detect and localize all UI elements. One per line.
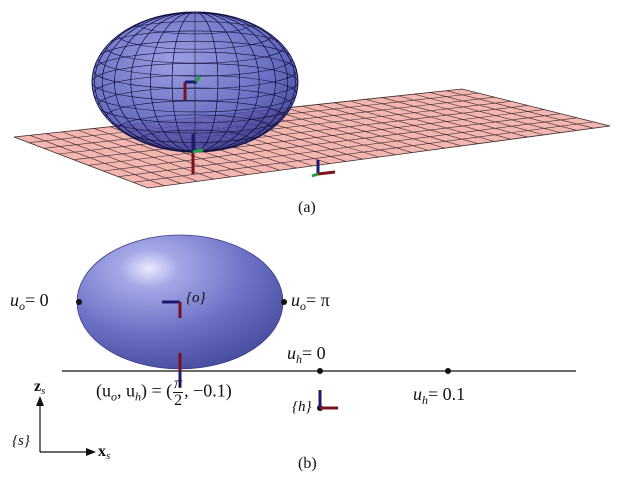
label-uo-0: uo= 0	[10, 290, 49, 313]
ellipsoid-latitude	[92, 63, 298, 101]
plane-grid-line	[301, 105, 446, 149]
label-uh-01: uh= 0.1	[413, 384, 466, 407]
world-axes	[36, 396, 96, 456]
plane-grid-line	[77, 129, 215, 180]
frame-h-3d	[311, 160, 336, 178]
label-uo-pi: uo= π	[291, 290, 330, 313]
frame-h	[318, 390, 338, 410]
plane-grid-line	[269, 109, 413, 153]
plane-grid-line	[333, 102, 479, 145]
ellipsoid-meridian	[150, 12, 240, 152]
ellipsoid-meridian	[114, 12, 276, 152]
plane-grid-line	[133, 121, 594, 183]
ellipsoid-latitude	[97, 87, 293, 124]
ellipsoid-meridian	[94, 12, 296, 152]
point-uo-pi	[281, 299, 287, 305]
plane-grid-line	[317, 104, 462, 147]
point-uh-01	[445, 368, 451, 374]
caption-b: (b)	[298, 455, 317, 472]
plane-grid-line	[103, 113, 561, 172]
axis-x-label: xs	[98, 443, 111, 462]
ellipsoid-latitude	[105, 100, 285, 134]
point-uo-0	[76, 299, 82, 305]
plane-grid-line	[397, 95, 545, 136]
plane-grid-line	[61, 131, 198, 182]
plane-grid-line	[58, 101, 512, 155]
plane-grid-line	[118, 117, 578, 177]
frame-contact-3d	[191, 134, 204, 174]
frame-o	[162, 300, 182, 318]
plane-grid-line	[73, 105, 528, 160]
caption-a: (a)	[298, 199, 316, 216]
plane-grid-line	[429, 92, 578, 131]
ellipsoid-meridian	[101, 12, 289, 152]
ellipsoid-latitude	[97, 40, 293, 77]
ellipsoid-latitude	[117, 21, 273, 50]
ellipsoid-latitude	[105, 30, 285, 64]
frame-o-label: {o}	[186, 290, 206, 306]
frame-o-3d	[183, 75, 202, 100]
plane-grid-line	[365, 98, 512, 140]
plane-grid-line	[445, 90, 594, 129]
plane-grid-line	[413, 93, 561, 133]
axis-z-label: zs	[34, 378, 46, 397]
label-uh-0: uh= 0	[287, 343, 326, 366]
ellipsoid-meridian	[130, 12, 260, 152]
plane-grid-line	[285, 107, 429, 151]
plane-grid-line	[381, 97, 528, 138]
ellipsoid-meridian	[171, 12, 219, 152]
frame-h-label: {h}	[292, 399, 312, 415]
plane-grid-line	[349, 100, 495, 142]
plane-grid-line	[29, 135, 165, 187]
panel-b-render	[36, 234, 576, 456]
contact-label: (uo, uh) = (π 2, −0.1)	[96, 375, 232, 409]
plane-grid-line	[93, 128, 231, 178]
point-uh-0	[317, 368, 323, 374]
plane-grid-line	[88, 109, 545, 166]
frame-s-label: {s}	[12, 433, 30, 449]
plane-grid-line	[45, 133, 182, 184]
